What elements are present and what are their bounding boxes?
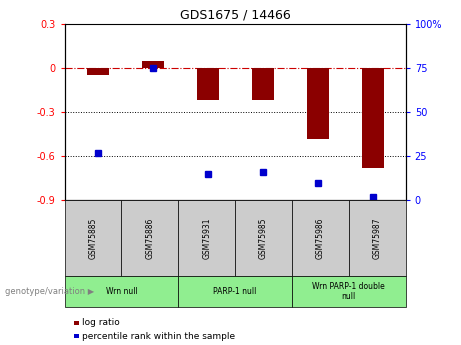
Bar	[87, 68, 108, 76]
Text: GSM75885: GSM75885	[89, 217, 97, 259]
Text: genotype/variation ▶: genotype/variation ▶	[5, 287, 94, 296]
Text: GSM75987: GSM75987	[373, 217, 382, 259]
Text: GSM75986: GSM75986	[316, 217, 325, 259]
Text: PARP-1 null: PARP-1 null	[213, 287, 257, 296]
Bar	[307, 68, 329, 139]
Text: Wrn null: Wrn null	[106, 287, 137, 296]
Text: GSM75931: GSM75931	[202, 217, 211, 259]
Bar	[142, 61, 164, 68]
Text: percentile rank within the sample: percentile rank within the sample	[82, 332, 235, 341]
Text: log ratio: log ratio	[82, 318, 119, 327]
Text: GSM75985: GSM75985	[259, 217, 268, 259]
Bar	[196, 68, 219, 100]
Text: Wrn PARP-1 double
null: Wrn PARP-1 double null	[313, 282, 385, 301]
Title: GDS1675 / 14466: GDS1675 / 14466	[180, 9, 290, 22]
Bar	[362, 68, 384, 168]
Text: GSM75886: GSM75886	[145, 217, 154, 259]
Bar	[252, 68, 274, 100]
